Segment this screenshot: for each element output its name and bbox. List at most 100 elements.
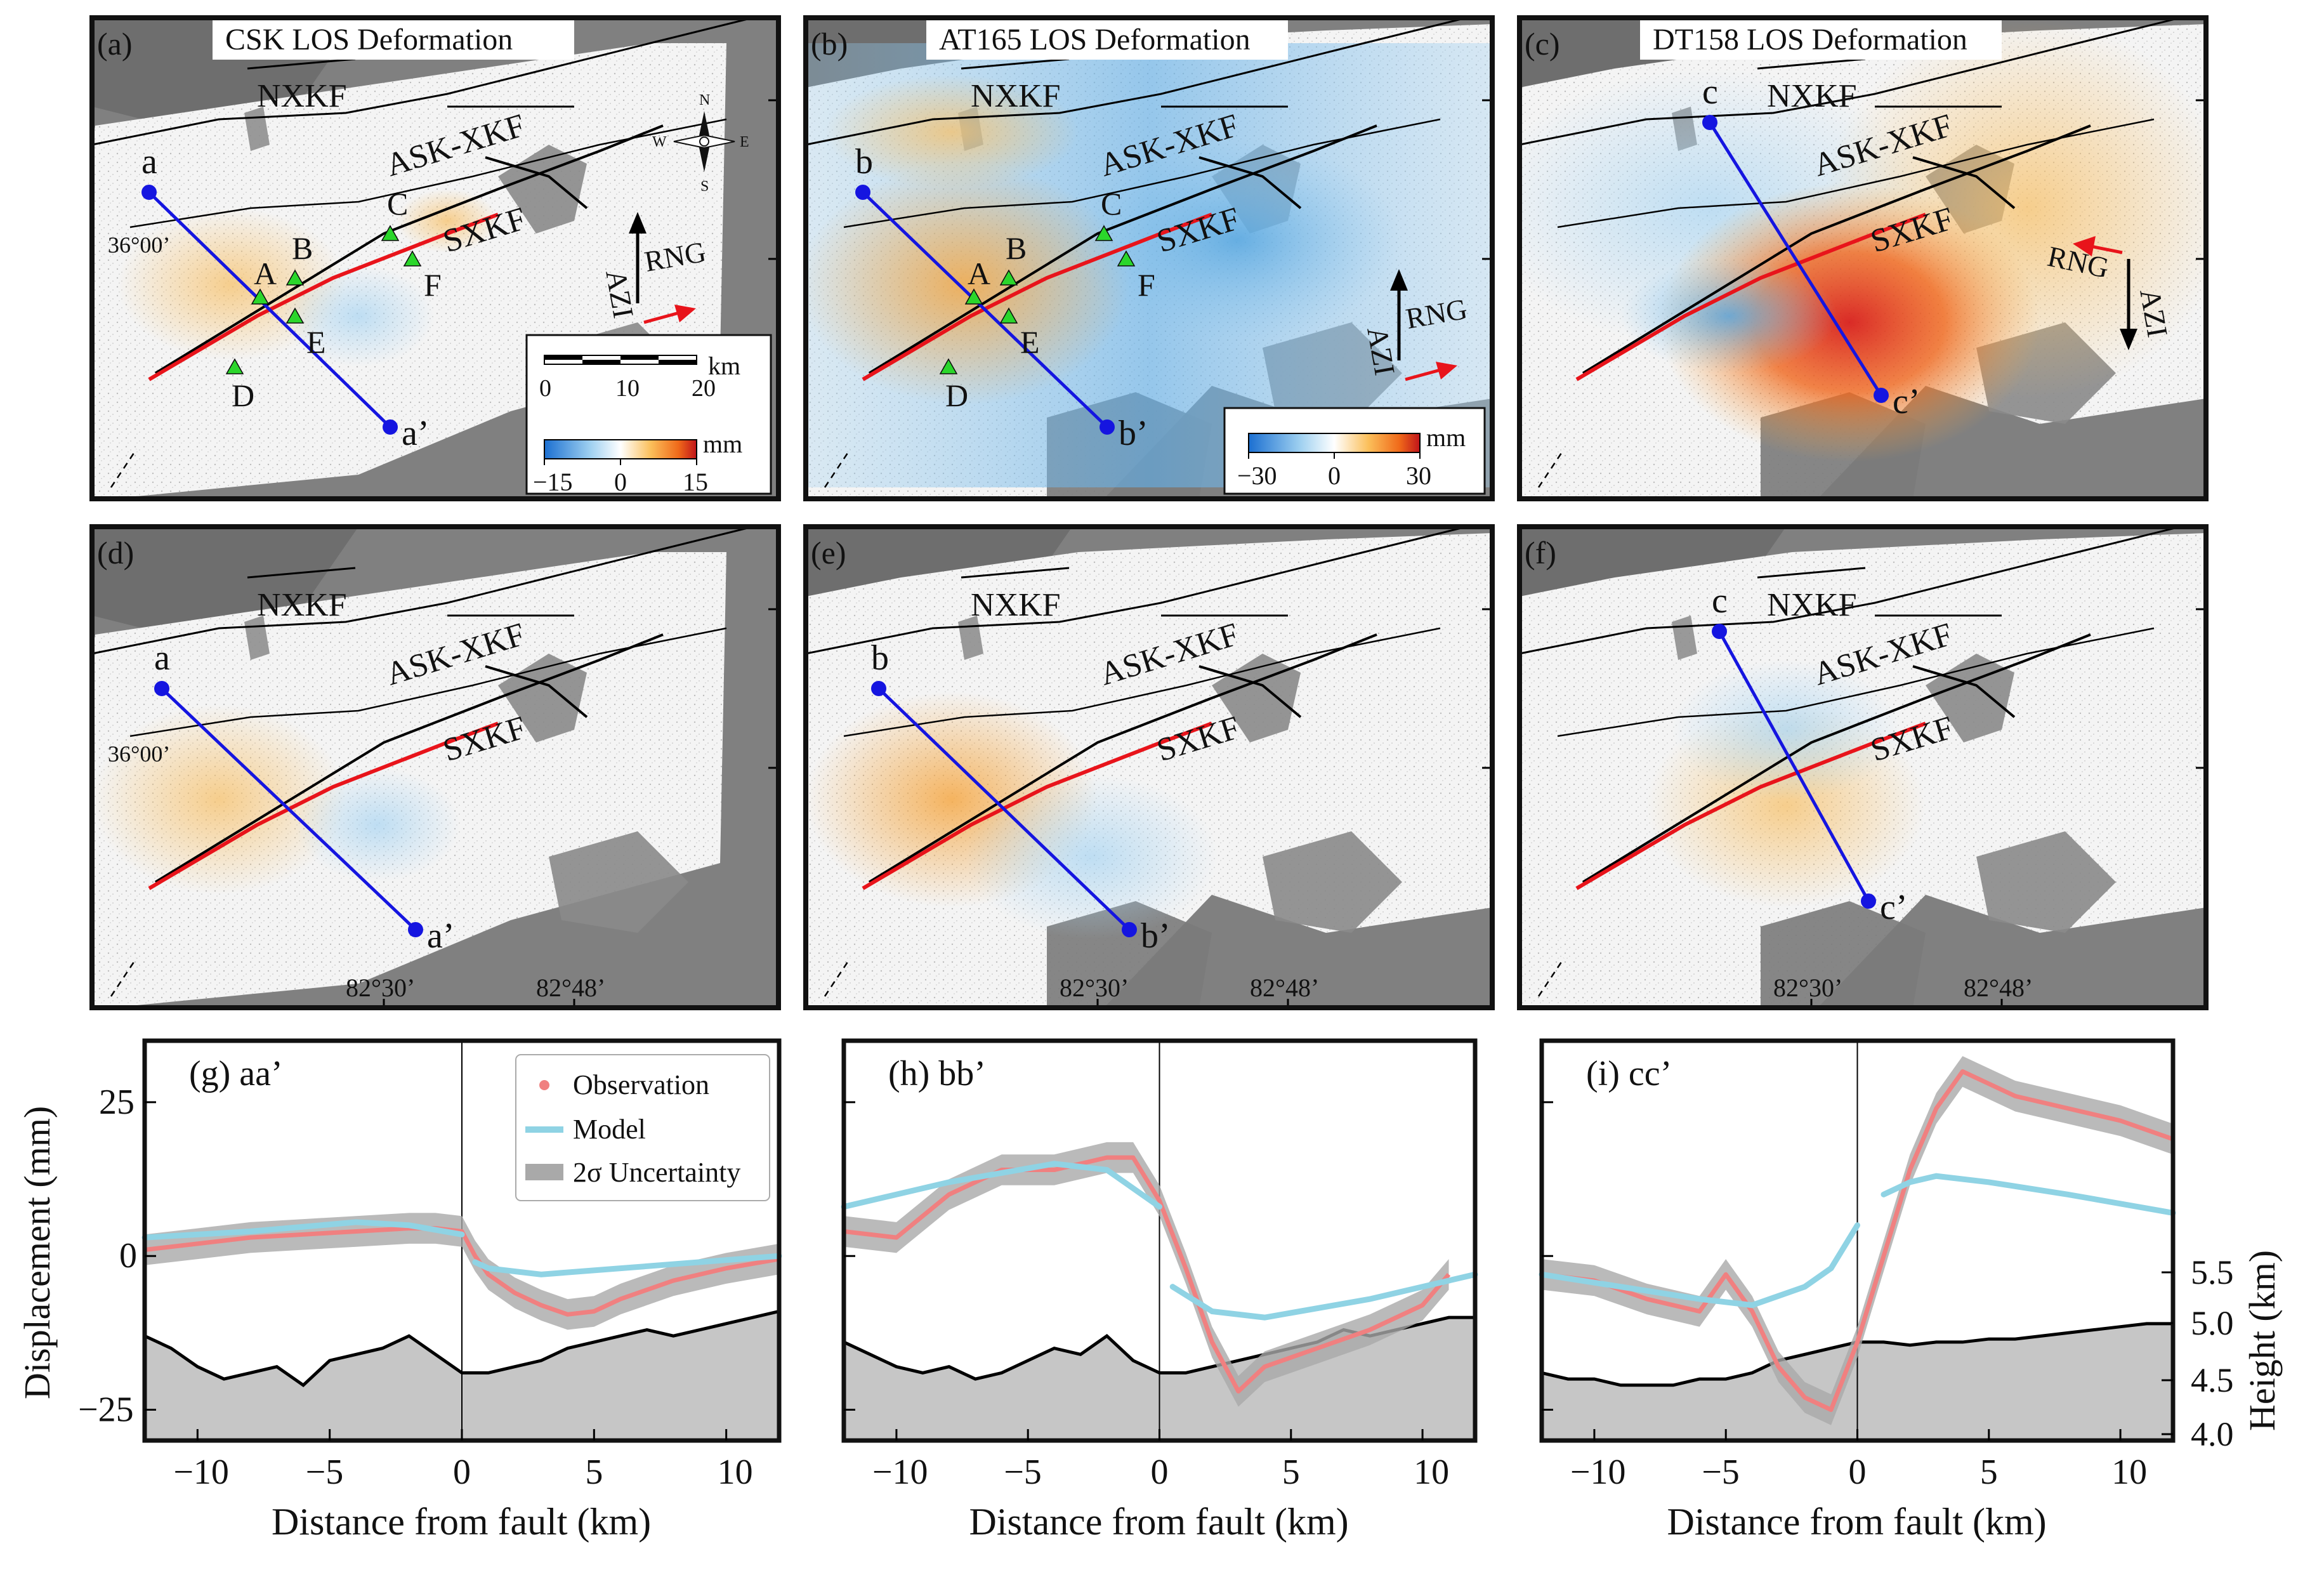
hillshade-patch: [1761, 901, 1926, 1008]
range-arrow: [2090, 244, 2123, 254]
gnss-station-label: B: [1006, 230, 1027, 266]
model-series: [1881, 1173, 2176, 1216]
dashed-line: [110, 958, 138, 997]
gnss-station-marker: [381, 225, 400, 241]
profile-panel-label: (i) cc’: [1586, 1054, 1672, 1093]
scalebar-tick: 10: [615, 375, 640, 402]
uncertainty-band: [844, 1142, 1449, 1407]
x-tick-label: −5: [1004, 1453, 1042, 1492]
model-series: [141, 1219, 465, 1241]
map-frame: [803, 524, 1495, 1010]
x-tick-label: 5: [585, 1453, 603, 1492]
profile-end-label: b’: [1141, 916, 1171, 956]
fault-trace: [806, 527, 1471, 655]
fault-trace: [154, 124, 664, 374]
gnss-station-marker: [286, 307, 305, 324]
range-arrowhead: [2073, 236, 2096, 256]
height-axis-label: Height (km): [2242, 1250, 2283, 1431]
profile-end-label: b’: [1119, 414, 1148, 453]
legend-model-label: Model: [573, 1114, 646, 1145]
profile-end-label: a’: [427, 916, 455, 956]
compass-e: E: [740, 134, 749, 150]
compass-n: N: [699, 92, 710, 109]
profile-line: [1708, 121, 1883, 397]
scalebar-segment: [582, 360, 620, 364]
scalebar-segment: [544, 355, 582, 360]
gnss-station-marker: [251, 288, 270, 305]
x-tick-label: −10: [1570, 1453, 1626, 1492]
y-tick-label: −25: [78, 1390, 134, 1430]
latitude-label: 36°00’: [108, 232, 170, 258]
fault-label-tick: [961, 58, 1070, 70]
profile-end-label: c’: [1880, 888, 1908, 927]
map-title-box: [926, 20, 1288, 60]
map-frame: [89, 15, 781, 501]
fault-trace: [843, 118, 1441, 228]
colorbar-min: −30: [1237, 461, 1277, 490]
profile-end-marker: [1122, 922, 1137, 937]
colorbar-mid: 0: [1328, 461, 1341, 490]
profile-legend: Observation Model 2σ Uncertainty: [515, 1054, 770, 1201]
fault-label-nxkf: NXKF: [971, 587, 1061, 623]
fault-trace: [129, 627, 727, 737]
panel-label: (c): [1525, 26, 1560, 62]
north-arrow-compass: N S E W: [652, 92, 749, 195]
surface-rupture: [1575, 213, 1927, 381]
map-frame: [1517, 524, 2209, 1010]
profile-start-label: c: [1712, 581, 1728, 621]
fault-trace: [154, 633, 664, 883]
gnss-station-marker: [964, 288, 983, 305]
colorbar: [544, 439, 697, 459]
range-arrow: [643, 311, 679, 324]
gnss-station-marker: [403, 250, 422, 267]
legend-box: [515, 1054, 770, 1201]
fault-label-nxkf: NXKF: [257, 587, 347, 623]
height-tick-label: 5.5: [2191, 1253, 2234, 1291]
deformation-hot: [1659, 183, 2040, 462]
surface-rupture: [148, 213, 499, 381]
colorbar-mid: 0: [614, 468, 627, 496]
x-tick-label: −10: [872, 1453, 928, 1492]
map-title: CSK LOS Deformation: [225, 23, 513, 56]
x-tick-label: 0: [453, 1453, 471, 1492]
colorbar-box: −30 0 30 mm: [1223, 407, 1486, 495]
scalebar-unit: km: [708, 352, 740, 380]
colorbar-unit: mm: [703, 430, 742, 458]
fault-trace: [1520, 527, 2184, 655]
dashed-line: [110, 449, 138, 488]
gnss-station-marker: [939, 358, 958, 374]
y-tick-label: 25: [99, 1083, 135, 1122]
fault-trace: [92, 527, 757, 655]
deformation-cool: [964, 774, 1218, 939]
fault-trace: [485, 156, 588, 209]
gnss-station-marker: [286, 269, 305, 286]
profile-start-marker: [855, 185, 870, 200]
height-tick-label: 5.0: [2191, 1304, 2234, 1342]
profile-start-label: a: [154, 638, 170, 678]
longitude-label: 82°30’: [1060, 973, 1129, 1002]
uncertainty-band: [1542, 1056, 2173, 1425]
profile-end-marker: [408, 922, 423, 937]
profile-chart-h: −10 −5 0 5 10 Distance from fault (km) (h) bb’: [841, 1038, 1478, 1543]
profile-start-marker: [1702, 115, 1717, 130]
fault-label-tick: [961, 567, 1070, 579]
surface-rupture: [862, 722, 1213, 890]
gnss-station-label: F: [1138, 267, 1155, 303]
profile-line: [161, 687, 417, 931]
x-tick-label: 10: [2111, 1453, 2147, 1492]
fault-label-nxkf: NXKF: [257, 78, 347, 114]
longitude-label: 82°48’: [536, 973, 605, 1002]
x-tick-label: −5: [306, 1453, 344, 1492]
legend-uncertainty-label: 2σ Uncertainty: [573, 1157, 740, 1188]
x-tick-label: 5: [1980, 1453, 1998, 1492]
profile-line: [877, 687, 1131, 931]
profile-end-marker: [383, 419, 398, 435]
observation-series: [843, 1155, 1451, 1394]
deformation-warm: [806, 164, 1129, 405]
fault-trace: [1198, 156, 1302, 209]
